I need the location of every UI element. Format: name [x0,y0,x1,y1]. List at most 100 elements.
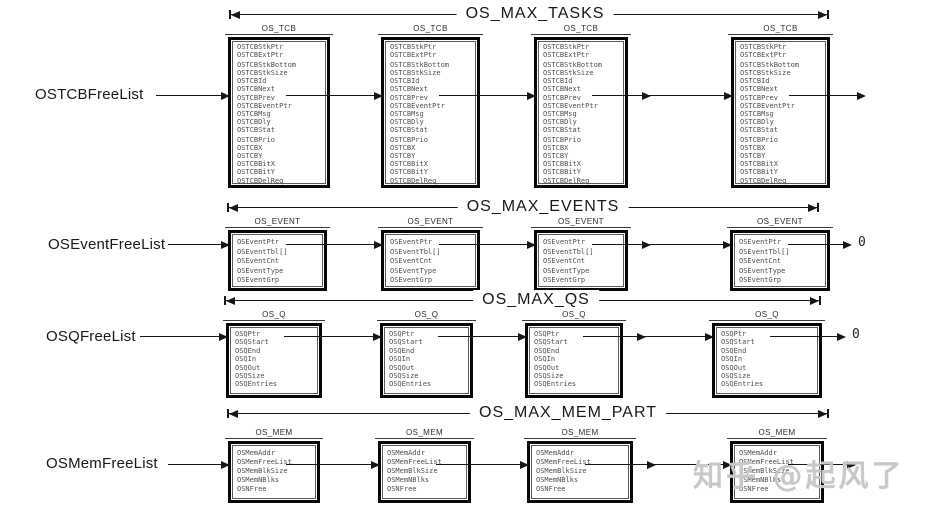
struct-field: OSMemBlkSize [536,467,587,475]
event-span-right-tick [817,203,819,212]
event-struct-title-3: OS_EVENT [531,216,631,228]
mem-link-arrowhead-icon-1 [371,461,380,469]
q-link-arrowhead-icon-2 [518,333,527,341]
struct-field: OSTCBBitX [543,160,581,169]
struct-field: OSTCBBitY [543,168,581,177]
struct-field: OSTCBId [390,77,420,86]
struct-field: OSQEnd [721,346,747,355]
q-struct-title-1: OS_Q [223,309,325,321]
struct-field: OSTCBDly [390,117,424,126]
struct-field: OSEventType [390,266,437,275]
tcb-span-arrowhead-right-icon [818,11,827,19]
struct-field: OSTCBExtPtr [740,51,787,60]
struct-field: OSTCBPrev [390,93,428,102]
struct-field: OSQEnd [534,346,560,355]
q-link-arrowhead-icon-1 [373,333,382,341]
struct-field: OSTCBId [237,77,267,86]
q-struct-fields-2: OSQPtr OSQStart OSQEnd OSQIn OSQOut OSQSize OS… [383,326,470,395]
struct-field: OSTCBStkBottom [237,61,297,70]
struct-field: OSTCBNext [237,85,275,94]
struct-field: OSTCBStat [740,125,778,134]
struct-field: OSEventTbl[] [739,247,790,256]
q-link-arrow-line-2 [438,336,519,337]
event-head-arrowhead-icon [221,241,230,249]
q-struct-box-3: OSQPtr OSQStart OSQEnd OSQIn OSQOut OSQSize OS… [525,323,623,398]
struct-field: OSTCBMsg [390,109,424,118]
mem-struct-box-1: OSMemAddr OSMemFreeList OSMemBlkSize OSMemN… [228,441,320,503]
struct-field: OSQSize [534,372,564,381]
struct-field: OSQEntries [235,380,278,389]
event-null-terminator: 0 [858,235,866,250]
event-free-list-label: OSEventFreeList [48,236,166,253]
struct-field: OSMemAddr [237,449,275,457]
struct-field: OSEventPtr [739,238,782,246]
struct-field: OSTCBDly [543,117,577,126]
tcb-struct-box-2: OSTCBStkPtr OSTCBExtPtr OSTCBStkBottom OSTC… [381,37,480,188]
struct-field: OSEventGrp [543,276,586,284]
struct-field: OSEventPtr [543,238,586,246]
struct-field: OSTCBPrev [740,93,778,102]
struct-field: OSTCBStkSize [390,69,441,78]
struct-field: OSMemNBlks [387,476,430,484]
tcb-struct-box-1: OSTCBStkPtr OSTCBExtPtr OSTCBStkBottom OSTC… [228,37,330,188]
mem-span-left-tick [227,409,229,418]
struct-field: OSMemNBlks [237,476,280,484]
event-struct-title-4: OS_EVENT [727,216,833,228]
q-struct-box-4: OSQPtr OSQStart OSQEnd OSQIn OSQOut OSQSize OS… [712,323,822,398]
struct-field: OSQPtr [389,330,415,338]
event-span-arrowhead-left-icon [229,204,238,212]
q-span-right-tick [819,296,821,305]
struct-field: OSTCBY [237,152,263,161]
tcb-head-arrowhead-icon [221,92,230,100]
struct-field: OSTCBStat [237,125,275,134]
struct-field: OSTCBDelReq [740,176,787,185]
struct-field: OSEventGrp [739,276,782,284]
q-struct-box-2: OSQPtr OSQStart OSQEnd OSQIn OSQOut OSQSize OS… [380,323,473,398]
event-struct-box-3: OSEventPtr OSEventTbl[] OSEventCnt OSEventT… [534,230,628,291]
tcb-struct-fields-1: OSTCBStkPtr OSTCBExtPtr OSTCBStkBottom OSTC… [231,40,327,185]
mem-link-arrow-line-2 [436,464,521,465]
struct-field: OSQStart [534,338,568,347]
event-span-left-tick [227,203,229,212]
tcb-link-arrow-line-3 [592,95,725,96]
struct-field: OSQEnd [235,346,261,355]
struct-field: OSQOut [721,363,747,372]
event-span-arrowhead-right-icon [808,204,817,212]
q-struct-box-1: OSQPtr OSQStart OSQEnd OSQIn OSQOut OSQSize OS… [226,323,322,398]
struct-field: OSQStart [235,338,269,347]
q-link-arrow-line-1 [284,336,374,337]
event-struct-box-2: OSEventPtr OSEventTbl[] OSEventCnt OSEventT… [381,230,480,291]
struct-field: OSEventTbl[] [390,247,441,256]
struct-field: OSQEntries [389,380,432,389]
struct-field: OSQPtr [534,330,560,338]
tcb-max-count-label: OS_MAX_TASKS [456,4,614,23]
mem-link-arrow-line-1 [286,464,372,465]
mem-max-count-label: OS_MAX_MEM_PART [469,403,667,422]
struct-field: OSTCBNext [740,85,778,94]
struct-field: OSTCBBitY [740,168,778,177]
struct-field: OSEventCnt [390,257,433,265]
q-free-list-label: OSQFreeList [46,328,136,345]
struct-field: OSTCBPrio [543,136,581,145]
event-struct-fields-1: OSEventPtr OSEventTbl[] OSEventCnt OSEventT… [231,233,324,288]
tcb-struct-title-3: OS_TCB [531,23,631,35]
struct-field: OSTCBStkPtr [237,43,284,51]
mem-span-arrowhead-left-icon [229,410,238,418]
tcb-tail-arrowhead-icon [857,92,866,100]
mem-struct-fields-2: OSMemAddr OSMemFreeList OSMemBlkSize OSMemN… [381,444,468,500]
mem-tail-arrow-line [788,464,848,465]
mem-tail-arrowhead-icon [847,461,856,469]
struct-field: OSQOut [534,363,560,372]
struct-field: OSTCBY [390,152,416,161]
mem-struct-box-2: OSMemAddr OSMemFreeList OSMemBlkSize OSMemN… [378,441,471,503]
q-struct-fields-1: OSQPtr OSQStart OSQEnd OSQIn OSQOut OSQSize OS… [229,326,319,395]
mem-span-arrowhead-right-icon [818,410,827,418]
struct-field: OSEventPtr [390,238,433,246]
event-struct-fields-2: OSEventPtr OSEventTbl[] OSEventCnt OSEventT… [384,233,477,288]
event-max-count-label: OS_MAX_EVENTS [457,197,629,216]
struct-field: OSMemBlkSize [739,467,790,475]
struct-field: OSQIn [534,355,556,364]
struct-field: OSTCBPrio [740,136,778,145]
struct-field: OSTCBEventPtr [390,101,445,110]
struct-field: OSTCBX [390,144,416,153]
